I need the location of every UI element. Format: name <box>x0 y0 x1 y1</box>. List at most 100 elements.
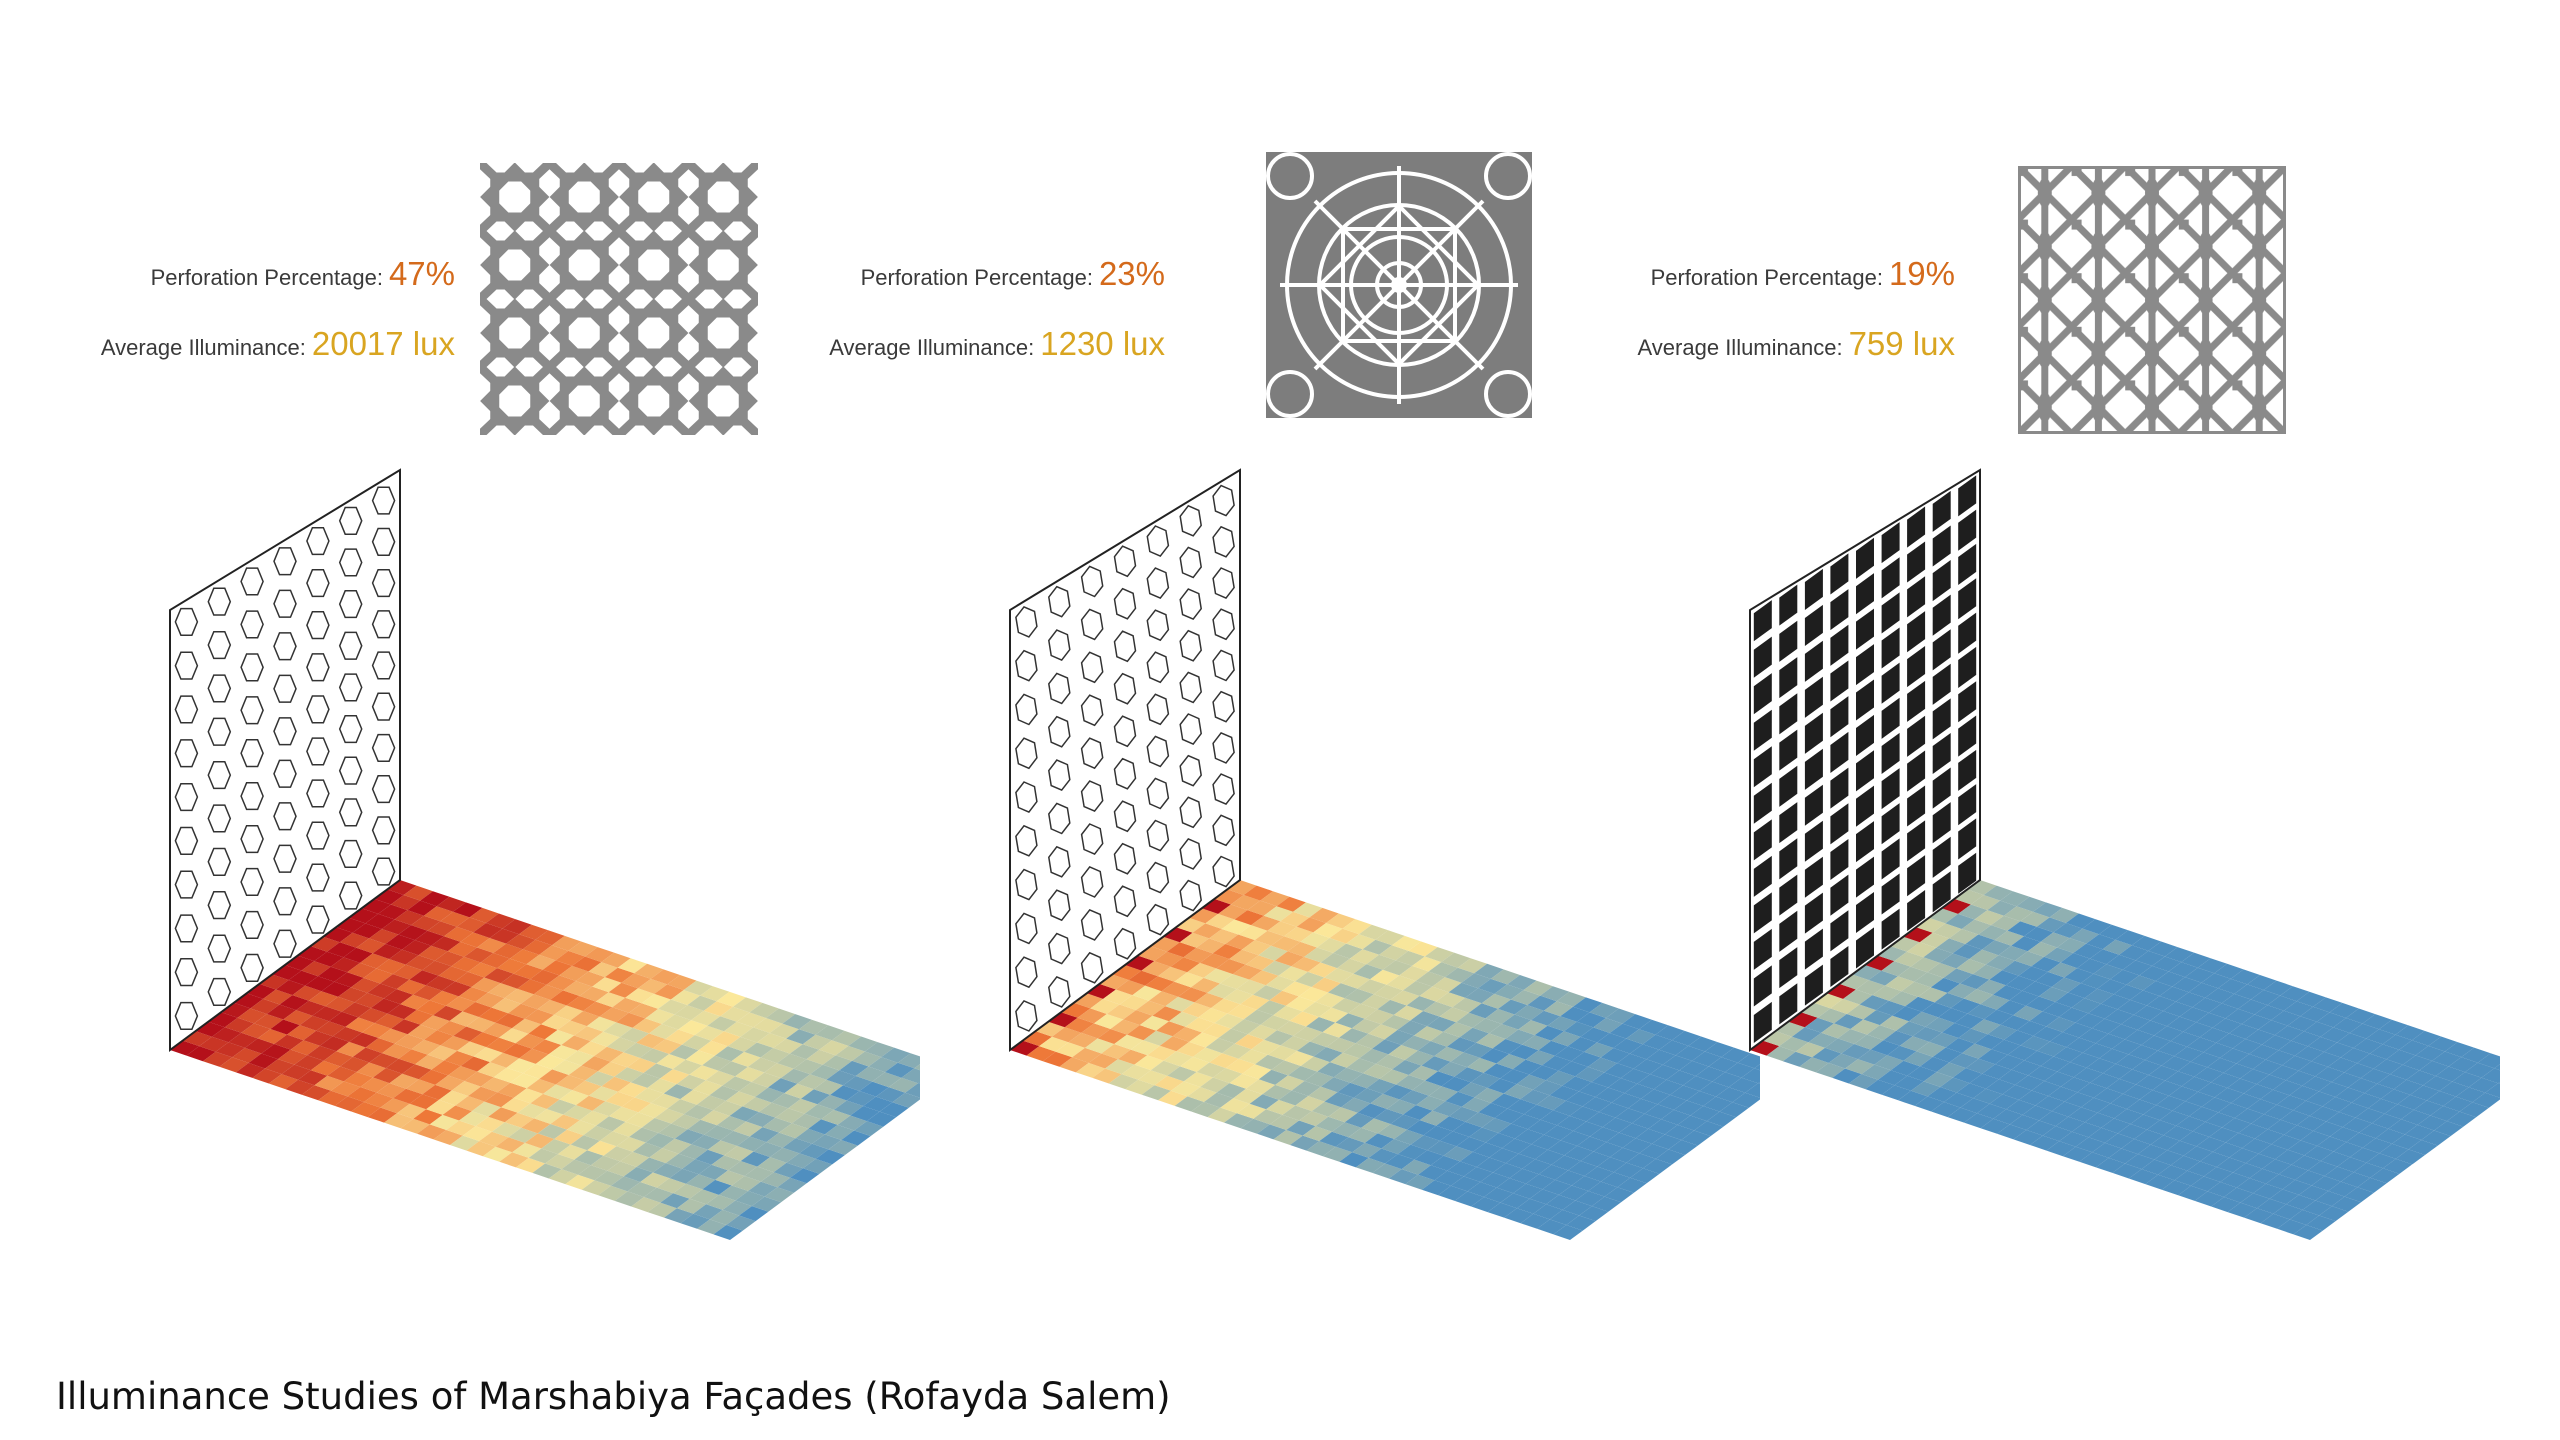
heatmap-cell <box>2240 1069 2270 1085</box>
heatmap-cell <box>1176 917 1206 933</box>
heatmap-cell <box>1468 1003 1499 1019</box>
heatmap-cell <box>1841 1044 1871 1060</box>
heatmap-cell <box>1775 1021 1805 1037</box>
heatmap-cell <box>1970 895 2001 911</box>
heatmap-cell <box>2079 1028 2109 1044</box>
illuminance-value: 20017 lux <box>311 325 455 362</box>
screen-perforation <box>273 802 297 831</box>
heatmap-cell <box>1412 1080 1442 1096</box>
heatmap-cell <box>1216 959 1246 975</box>
screen-perforation <box>207 891 232 920</box>
heatmap-cell <box>1238 1049 1268 1065</box>
heatmap-cell <box>640 1048 670 1064</box>
heatmap-cell <box>2269 1065 2299 1081</box>
heatmap-cell <box>656 1054 686 1070</box>
heatmap-cell <box>1238 925 1268 941</box>
heatmap-cell <box>1181 1002 1211 1018</box>
heatmap-cell <box>822 1055 853 1071</box>
heatmap-cell <box>764 1187 794 1203</box>
heatmap-cell <box>1463 1042 1493 1058</box>
screen-perforation <box>1881 803 1900 845</box>
screen-perforation <box>1015 956 1038 989</box>
heatmap-cell <box>2099 924 2129 940</box>
heatmap-cell <box>1661 1109 1691 1125</box>
heatmap-cell <box>537 1124 567 1139</box>
heatmap-cell <box>806 1049 836 1065</box>
screen-perforation <box>174 739 199 768</box>
heatmap-cell <box>2072 1122 2102 1138</box>
heatmap-cell <box>2081 1097 2111 1113</box>
heatmap-cell <box>784 1083 814 1099</box>
heatmap-cell <box>609 1106 639 1122</box>
heatmap-cell <box>1846 1004 1877 1020</box>
heatmap-cell <box>2357 1053 2387 1069</box>
heatmap-cell <box>350 977 381 993</box>
heatmap-cell <box>2106 954 2136 970</box>
heatmap-cell <box>1503 1084 1534 1100</box>
screen-perforation <box>1856 573 1874 615</box>
heatmap-cell <box>2243 1084 2274 1100</box>
heatmap-cell <box>1934 992 1964 1008</box>
heatmap-cell <box>1582 1097 1612 1112</box>
heatmap-cell <box>1234 910 1264 926</box>
heatmap-cell <box>1826 983 1856 999</box>
heatmap-cell <box>1556 991 1586 1007</box>
heatmap-cell <box>1253 1109 1283 1125</box>
heatmap-cell <box>1198 1008 1228 1023</box>
heatmap-cell <box>1458 1082 1488 1098</box>
heatmap-cell <box>1108 1074 1139 1090</box>
heatmap-cell <box>1434 1170 1464 1186</box>
heatmap-cell <box>327 1066 357 1082</box>
screen-perforation <box>1179 671 1202 704</box>
heatmap-cell <box>631 1197 661 1213</box>
heatmap-cell <box>1309 1032 1340 1048</box>
heatmap-cell <box>2070 1052 2100 1068</box>
screen-wall <box>1009 468 1241 1052</box>
heatmap-cell <box>1947 983 1977 999</box>
screen-perforation <box>306 611 330 640</box>
heatmap-cell <box>2095 1033 2125 1049</box>
heatmap-cell <box>1167 942 1197 958</box>
screen-perforation <box>1804 892 1823 934</box>
heatmap-cell <box>1125 955 1155 971</box>
heatmap-cell <box>502 1043 533 1059</box>
screen-perforation <box>1779 693 1798 735</box>
heatmap-cell <box>2315 1066 2345 1082</box>
heatmap-cell <box>1223 989 1254 1005</box>
heatmap-cell <box>460 1056 490 1072</box>
heatmap-cell <box>1346 1058 1376 1074</box>
screen-perforation <box>1048 889 1071 922</box>
heatmap-cell <box>438 966 468 982</box>
heatmap-cell <box>601 952 631 968</box>
heatmap-cell <box>786 1029 816 1045</box>
heatmap-cell <box>250 998 280 1014</box>
heatmap-cell <box>492 1122 522 1138</box>
heatmap-cell <box>759 1102 789 1118</box>
heatmap-cell <box>1196 938 1226 954</box>
screen-perforation <box>1113 545 1137 578</box>
heatmap-cell <box>1969 949 1999 965</box>
heatmap-cell <box>2313 1121 2343 1137</box>
heatmap-cell <box>2419 1060 2449 1076</box>
heatmap-cell <box>649 1024 679 1039</box>
heatmap-cell <box>791 1113 822 1129</box>
screen-perforation <box>371 651 396 680</box>
heatmap-cell <box>2229 1024 2259 1039</box>
screen-perforation <box>1804 568 1823 610</box>
heatmap-cell <box>1956 1083 1986 1099</box>
heatmap-cell <box>1861 1064 1891 1080</box>
heatmap-cell <box>2117 1124 2147 1139</box>
heatmap-cell <box>332 1026 362 1042</box>
heatmap-cell <box>649 1148 679 1164</box>
heatmap-cell <box>2494 1064 2500 1071</box>
screen-perforation <box>1048 585 1071 618</box>
screen-perforation <box>1907 750 1926 792</box>
heatmap-cell <box>2068 983 2098 999</box>
heatmap-cell <box>2194 1191 2224 1207</box>
heatmap-cell <box>2003 906 2034 922</box>
heatmap-cell <box>2057 938 2087 953</box>
heatmap-cell <box>1854 1034 1884 1050</box>
heatmap-cell <box>652 1039 682 1054</box>
heatmap-cell <box>1534 1025 1564 1041</box>
heatmap-cell <box>1317 1062 1347 1078</box>
